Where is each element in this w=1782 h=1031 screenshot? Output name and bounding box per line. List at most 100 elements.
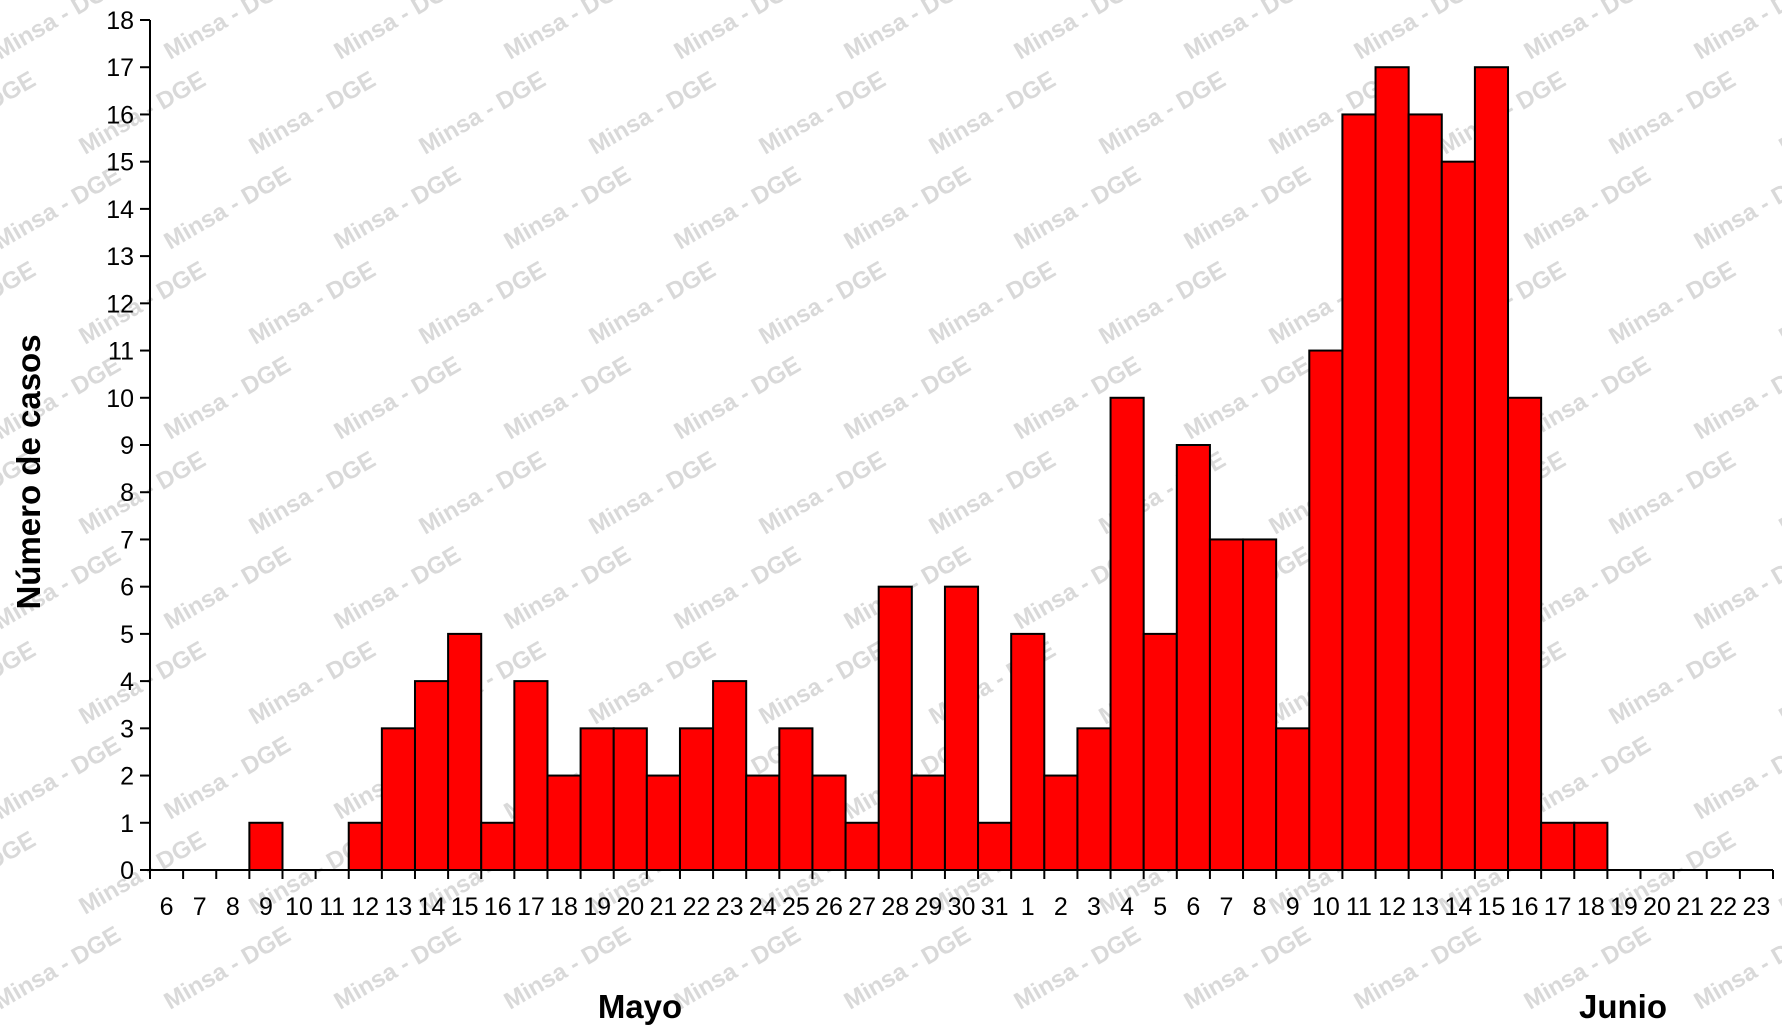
x-tick-label-14: 20 xyxy=(616,893,644,921)
x-tick-label-32: 7 xyxy=(1220,893,1234,921)
x-tick-label-42: 17 xyxy=(1544,893,1572,921)
x-tick-label-6: 12 xyxy=(351,893,379,921)
x-tick-label-41: 16 xyxy=(1511,893,1539,921)
watermark-text-65: Minsa - DGE xyxy=(670,351,806,445)
bar-21 xyxy=(844,821,880,872)
bar-42 xyxy=(1540,821,1576,872)
watermark-text-27: Minsa - DGE xyxy=(415,66,551,160)
watermark-text-133: Minsa - DGE xyxy=(0,921,125,1015)
watermark-text-107: Minsa - DGE xyxy=(1775,636,1782,730)
bar-17 xyxy=(712,680,748,871)
bar-13 xyxy=(579,727,615,872)
watermark-text-75: Minsa - DGE xyxy=(415,446,551,540)
x-tick-label-43: 18 xyxy=(1577,893,1605,921)
bar-11 xyxy=(513,680,549,871)
watermark-text-53: Minsa - DGE xyxy=(755,256,891,350)
x-tick-label-36: 11 xyxy=(1346,893,1372,921)
x-tick-label-35: 10 xyxy=(1312,893,1340,921)
x-tick-label-31: 6 xyxy=(1186,893,1200,921)
watermark-text-35: Minsa - DGE xyxy=(1775,66,1782,160)
y-tick-label-16: 16 xyxy=(106,101,134,129)
watermark-text-41: Minsa - DGE xyxy=(670,161,806,255)
x-tick-label-37: 12 xyxy=(1378,893,1406,921)
watermark-text-43: Minsa - DGE xyxy=(1010,161,1146,255)
watermark-text-44: Minsa - DGE xyxy=(1180,161,1316,255)
x-group-labels: Mayo Junio xyxy=(598,988,1667,1025)
watermark-text-55: Minsa - DGE xyxy=(1095,256,1231,350)
watermark-text-39: Minsa - DGE xyxy=(330,161,466,255)
y-tick-label-7: 7 xyxy=(120,526,134,554)
watermark-text-89: Minsa - DGE xyxy=(670,541,806,635)
watermark-text-54: Minsa - DGE xyxy=(925,256,1061,350)
watermark-text-95: Minsa - DGE xyxy=(1690,541,1782,635)
bar-32 xyxy=(1208,538,1245,871)
bar-20 xyxy=(811,774,847,871)
bar-9 xyxy=(447,632,483,872)
x-tick-label-27: 2 xyxy=(1054,893,1068,921)
watermark-text-139: Minsa - DGE xyxy=(1010,921,1146,1015)
watermark-text-143: Minsa - DGE xyxy=(1690,921,1782,1015)
y-tick-label-14: 14 xyxy=(106,196,134,224)
x-tick-label-17: 23 xyxy=(716,893,744,921)
watermark-text-52: Minsa - DGE xyxy=(585,256,721,350)
x-tick-label-47: 22 xyxy=(1709,893,1737,921)
watermark-text-101: Minsa - DGE xyxy=(755,636,891,730)
watermark-text-76: Minsa - DGE xyxy=(585,446,721,540)
watermark-text-64: Minsa - DGE xyxy=(500,351,636,445)
x-tick-label-45: 20 xyxy=(1643,893,1671,921)
bar-26 xyxy=(1010,632,1046,872)
watermark-text-74: Minsa - DGE xyxy=(245,446,381,540)
x-ticks: 6 7 8 9 10 11 12 13 14 15 16 17 18 19 20 21 22 23 24 25 26 27… xyxy=(149,870,1774,921)
x-tick-label-18: 24 xyxy=(749,893,777,921)
x-tick-label-9: 15 xyxy=(451,893,479,921)
y-tick-label-10: 10 xyxy=(106,385,134,413)
watermark-text-140: Minsa - DGE xyxy=(1180,921,1316,1015)
watermark-text-38: Minsa - DGE xyxy=(160,161,296,255)
x-tick-label-19: 25 xyxy=(782,893,810,921)
watermark-text-31: Minsa - DGE xyxy=(1095,66,1231,160)
y-tick-label-6: 6 xyxy=(120,574,134,602)
watermark-text-137: Minsa - DGE xyxy=(670,921,806,1015)
watermark-text-109: Minsa - DGE xyxy=(0,731,125,825)
watermark-text-16: Minsa - DGE xyxy=(500,0,636,65)
watermark-text-63: Minsa - DGE xyxy=(330,351,466,445)
watermark-text-62: Minsa - DGE xyxy=(160,351,296,445)
x-tick-label-8: 14 xyxy=(418,893,446,921)
x-tick-label-25: 31 xyxy=(981,893,1009,921)
bar-25 xyxy=(977,821,1013,872)
bar-23 xyxy=(910,774,946,871)
y-axis-title: Número de casos xyxy=(10,334,47,609)
y-tick-label-11: 11 xyxy=(108,338,134,366)
x-tick-label-44: 19 xyxy=(1610,893,1638,921)
y-tick-label-4: 4 xyxy=(120,668,134,696)
watermark-text-71: Minsa - DGE xyxy=(1690,351,1782,445)
bar-41 xyxy=(1507,396,1543,871)
x-tick-label-48: 23 xyxy=(1743,893,1771,921)
y-tick-label-2: 2 xyxy=(120,763,134,791)
x-tick-label-20: 26 xyxy=(815,893,843,921)
x-tick-label-38: 13 xyxy=(1411,893,1439,921)
y-tick-label-12: 12 xyxy=(106,290,134,318)
watermark-text-17: Minsa - DGE xyxy=(670,0,806,65)
watermark-text-120: Minsa - DGE xyxy=(0,826,40,920)
x-tick-label-24: 30 xyxy=(948,893,976,921)
watermark-text-30: Minsa - DGE xyxy=(925,66,1061,160)
bar-14 xyxy=(612,727,648,872)
bar-40 xyxy=(1473,66,1510,872)
bar-31 xyxy=(1175,444,1211,871)
watermark-text-97: Minsa - DGE xyxy=(75,636,211,730)
watermark-text-83: Minsa - DGE xyxy=(1775,446,1782,540)
watermark-text-68: Minsa - DGE xyxy=(1180,351,1316,445)
x-tick-label-39: 14 xyxy=(1444,893,1472,921)
bar-33 xyxy=(1242,538,1278,871)
watermark-text-26: Minsa - DGE xyxy=(245,66,381,160)
x-tick-label-23: 29 xyxy=(914,893,942,921)
watermark-text-121: Minsa - DGE xyxy=(75,826,211,920)
x-tick-label-16: 22 xyxy=(683,893,711,921)
bar-16 xyxy=(678,727,715,872)
bar-24 xyxy=(943,585,980,871)
watermark-text-77: Minsa - DGE xyxy=(755,446,891,540)
watermark-text-110: Minsa - DGE xyxy=(160,731,296,825)
